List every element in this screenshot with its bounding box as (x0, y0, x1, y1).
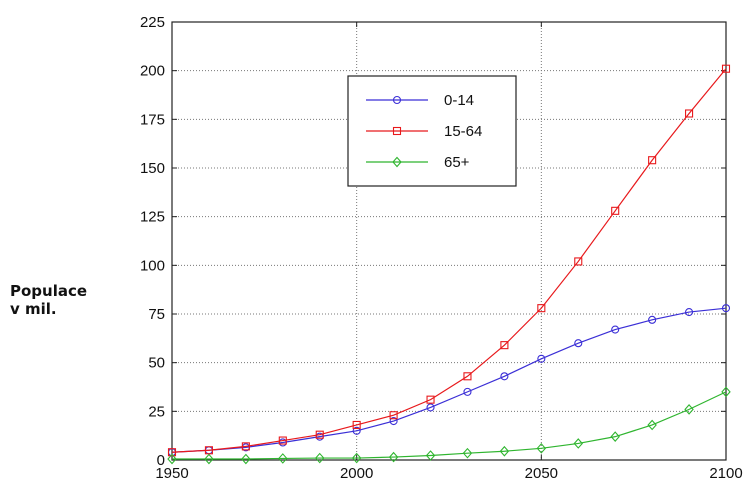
y-tick-label: 175 (140, 111, 165, 128)
data-point-0-14 (352, 426, 361, 435)
data-point-0-14 (685, 308, 694, 317)
data-point-65+ (314, 452, 325, 464)
data-point-15-64 (167, 448, 177, 457)
legend-label-15-64: 15-64 (444, 123, 482, 140)
data-point-65+ (610, 431, 620, 442)
x-tick-label: 1950 (155, 465, 188, 482)
data-point-65+ (388, 451, 399, 463)
y-axis-ticks: 0 25 50 75 100 125 150 175 200 225 (140, 14, 726, 469)
data-point-65+ (351, 452, 362, 464)
y-axis-label-line-1: Populace (10, 282, 88, 300)
y-tick-label: 150 (140, 160, 165, 177)
x-tick-label: 2000 (340, 465, 373, 482)
data-point-65+ (647, 419, 657, 431)
y-tick-label: 50 (148, 355, 165, 372)
y-axis-label: Populace v mil. (10, 282, 87, 318)
x-tick-label: 2050 (525, 465, 558, 482)
data-point-0-14 (426, 403, 435, 412)
data-point-15-64 (537, 304, 546, 313)
x-tick-label: 2100 (709, 465, 742, 482)
data-point-15-64 (426, 395, 435, 404)
data-point-0-14 (721, 304, 731, 313)
series-line-15-64 (171, 68, 727, 453)
y-tick-label: 125 (140, 209, 165, 226)
data-point-65+ (573, 438, 584, 449)
data-point-65+ (536, 442, 547, 454)
data-point-15-64 (315, 430, 324, 439)
y-tick-label: 200 (140, 63, 165, 80)
data-point-65+ (499, 445, 510, 457)
data-point-15-64 (500, 341, 509, 350)
series-group (167, 64, 731, 465)
data-point-0-14 (463, 387, 472, 396)
series-15-64 (167, 64, 731, 457)
data-point-0-14 (574, 339, 583, 348)
y-axis-label-line-2: v mil. (10, 300, 57, 318)
series-line-65+ (172, 391, 727, 460)
legend: 0-14 15-64 65+ (347, 75, 517, 187)
data-point-65+ (204, 453, 214, 465)
data-point-15-64 (463, 372, 472, 381)
legend-marker-15-64 (392, 126, 402, 136)
data-point-0-14 (389, 417, 398, 426)
data-point-15-64 (685, 109, 694, 118)
data-point-65+ (278, 453, 288, 464)
y-tick-label: 25 (148, 403, 165, 420)
data-point-15-64 (574, 257, 583, 266)
data-point-0-14 (500, 372, 509, 381)
data-point-65+ (684, 404, 694, 415)
data-point-15-64 (389, 411, 398, 420)
series-line-0-14 (171, 307, 727, 453)
data-point-15-64 (721, 64, 731, 73)
x-axis-ticks: 1950 2000 2050 2100 (155, 22, 743, 482)
y-tick-label: 0 (157, 452, 165, 469)
data-point-15-64 (648, 156, 657, 165)
legend-marker-65+ (392, 156, 402, 168)
legend-label-0-14: 0-14 (444, 92, 474, 109)
data-point-15-64 (278, 436, 287, 445)
data-point-65+ (241, 453, 251, 465)
y-tick-label: 75 (148, 306, 165, 323)
data-point-0-14 (537, 354, 546, 363)
y-tick-label: 100 (140, 257, 165, 274)
data-point-15-64 (611, 206, 620, 215)
series-0-14 (167, 304, 731, 457)
data-point-65+ (721, 386, 731, 398)
series-65+ (167, 386, 731, 465)
data-point-0-14 (611, 325, 620, 334)
legend-marker-0-14 (392, 95, 402, 105)
plot-frame (171, 21, 727, 461)
data-point-0-14 (648, 315, 657, 324)
data-point-15-64 (352, 420, 361, 430)
data-point-65+ (462, 447, 473, 459)
data-point-65+ (425, 450, 436, 461)
y-tick-label: 225 (140, 14, 165, 31)
data-point-65+ (167, 453, 177, 465)
legend-label-65+: 65+ (444, 154, 470, 171)
data-point-15-64 (241, 442, 250, 451)
